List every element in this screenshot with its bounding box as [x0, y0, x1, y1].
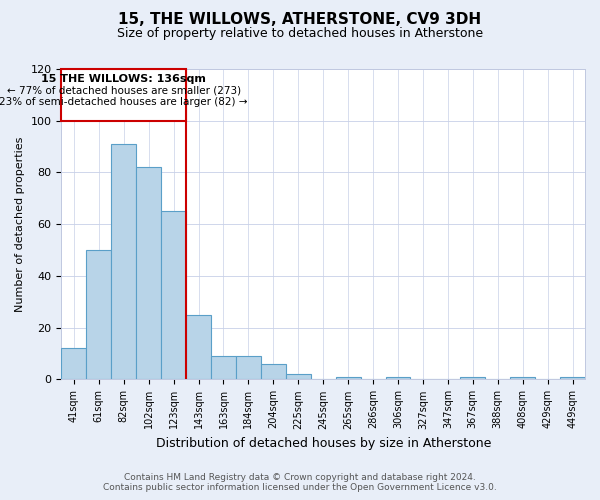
Bar: [261, 364, 286, 380]
Y-axis label: Number of detached properties: Number of detached properties: [15, 136, 25, 312]
Bar: [211, 356, 236, 380]
Text: Size of property relative to detached houses in Atherstone: Size of property relative to detached ho…: [117, 28, 483, 40]
Bar: [186, 315, 211, 380]
Text: ← 77% of detached houses are smaller (273): ← 77% of detached houses are smaller (27…: [7, 86, 241, 96]
Bar: [386, 377, 410, 380]
Bar: [286, 374, 311, 380]
Bar: [236, 356, 261, 380]
Text: 15 THE WILLOWS: 136sqm: 15 THE WILLOWS: 136sqm: [41, 74, 206, 84]
Bar: [510, 377, 535, 380]
Text: Contains HM Land Registry data © Crown copyright and database right 2024.
Contai: Contains HM Land Registry data © Crown c…: [103, 473, 497, 492]
Bar: [61, 348, 86, 380]
Bar: [161, 212, 186, 380]
Text: 23% of semi-detached houses are larger (82) →: 23% of semi-detached houses are larger (…: [0, 96, 248, 106]
Text: 15, THE WILLOWS, ATHERSTONE, CV9 3DH: 15, THE WILLOWS, ATHERSTONE, CV9 3DH: [118, 12, 482, 28]
Bar: [335, 377, 361, 380]
Bar: [460, 377, 485, 380]
Bar: [111, 144, 136, 380]
Bar: [86, 250, 111, 380]
Bar: [136, 168, 161, 380]
X-axis label: Distribution of detached houses by size in Atherstone: Distribution of detached houses by size …: [155, 437, 491, 450]
Bar: [560, 377, 585, 380]
